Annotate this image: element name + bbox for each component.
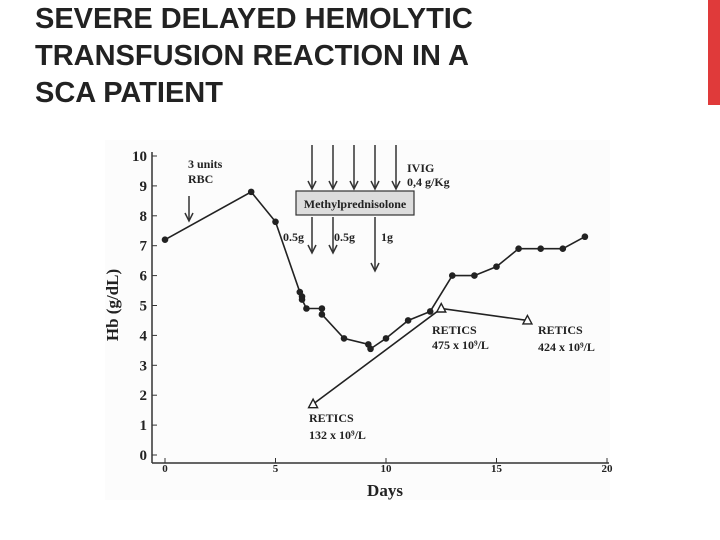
data-point (404, 317, 412, 324)
y-tick-label: 8 (140, 209, 148, 225)
annotation: RETICS (432, 323, 477, 337)
data-point (303, 305, 310, 312)
data-point (493, 263, 500, 270)
annotation: 1g (381, 230, 393, 244)
slide-title: TRANSFUSION REACTION IN A (35, 40, 469, 72)
y-tick-label: 9 (140, 179, 148, 195)
annotation: 3 units (188, 157, 223, 171)
slide-title: SEVERE DELAYED HEMOLYTIC (35, 3, 473, 35)
annotation: RETICS (309, 411, 354, 425)
x-tick-label: 20 (602, 463, 614, 475)
data-point (521, 313, 534, 325)
data-point (340, 335, 348, 342)
annotation: RETICS (538, 323, 583, 337)
data-point (247, 188, 255, 196)
data-point (471, 272, 478, 279)
y-tick-label: 10 (132, 149, 147, 165)
annotation: RBC (188, 172, 213, 186)
treatment-box (295, 190, 415, 216)
annotation: 475 x 10⁹/L (432, 338, 489, 352)
x-axis-label: Days (367, 481, 403, 500)
x-tick-label: 15 (491, 463, 503, 475)
x-tick-label: 0 (162, 463, 168, 475)
y-tick-label: 3 (140, 358, 148, 374)
x-tick-label: 10 (381, 463, 393, 475)
data-point (426, 308, 434, 315)
y-tick-label: 4 (140, 328, 148, 344)
y-tick-label: 1 (140, 418, 148, 434)
annotation: 0.5g (334, 230, 355, 244)
y-tick-label: 2 (140, 388, 148, 404)
data-point (435, 301, 447, 313)
y-tick-label: 7 (140, 239, 148, 255)
data-point (318, 311, 326, 318)
annotation: Methylprednisolone (304, 197, 407, 211)
data-point (318, 305, 326, 312)
data-point (449, 272, 456, 279)
annotation: 132 x 10⁹/L (309, 428, 366, 442)
y-tick-label: 0 (140, 448, 148, 464)
y-tick-label: 5 (140, 299, 148, 315)
data-point (515, 245, 522, 252)
data-point (537, 245, 544, 252)
data-point (298, 296, 306, 303)
y-tick-label: 6 (140, 269, 148, 285)
annotation: 424 x 10⁹/L (538, 340, 595, 354)
arrows (184, 145, 401, 273)
data-point (581, 233, 589, 241)
slide-title: SCA PATIENT (35, 77, 223, 109)
data-point (367, 345, 374, 353)
accent-bar (708, 0, 720, 105)
annotation: 0.5g (283, 230, 304, 244)
y-axis-label: Hb (g/dL) (103, 269, 122, 341)
annotation: IVIG (407, 161, 434, 175)
x-tick-label: 5 (273, 463, 279, 475)
data-point (161, 236, 169, 244)
data-point (559, 245, 567, 252)
data-point (307, 397, 319, 409)
data-point (272, 218, 279, 226)
annotation: 0,4 g/Kg (407, 175, 450, 189)
data-point (382, 335, 390, 342)
